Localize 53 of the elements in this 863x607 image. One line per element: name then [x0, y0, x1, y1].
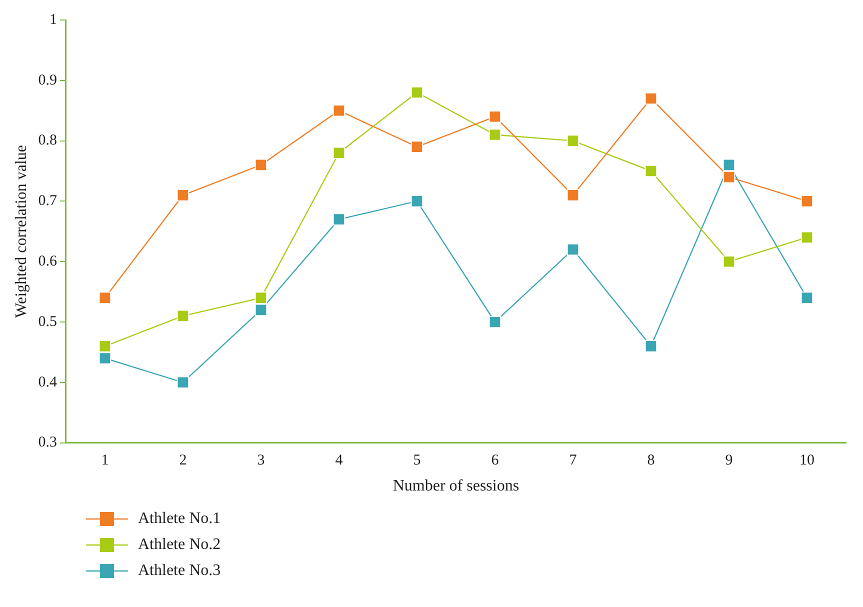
point: [722, 255, 736, 268]
point: [410, 86, 424, 99]
x-axis-title: Number of sessions: [392, 478, 520, 495]
point: [98, 352, 112, 364]
x-tick-label: 3: [257, 452, 265, 469]
y-tick-label: 0.5: [38, 314, 57, 330]
point: [332, 104, 346, 117]
point: [566, 243, 580, 256]
x-tick-label: 5: [413, 452, 421, 469]
y-tick-label: 0.4: [38, 374, 58, 390]
x-tick-label: 9: [725, 452, 733, 469]
x-tick-label: 2: [179, 452, 187, 469]
point: [176, 189, 190, 202]
point: [254, 158, 268, 172]
point: [644, 340, 658, 352]
x-tick-label: 6: [491, 452, 500, 469]
y-axis-title: Weighted correlation value: [12, 144, 30, 318]
point: [332, 213, 346, 226]
point: [644, 164, 658, 178]
point: [488, 110, 502, 123]
point: [566, 189, 580, 202]
point: [410, 195, 424, 208]
legend-label: Athlete No.3: [138, 562, 221, 580]
point: [176, 310, 190, 322]
y-tick-label: 0.7: [38, 193, 58, 210]
point: [98, 340, 112, 352]
point: [722, 158, 736, 172]
point: [176, 376, 190, 389]
point: [332, 146, 346, 160]
x-tick-label: 1: [101, 452, 109, 469]
x-tick-label: 4: [335, 452, 344, 469]
y-tick-label: 0.9: [38, 72, 57, 88]
point: [254, 292, 268, 304]
point: [488, 128, 502, 141]
point: [800, 231, 814, 244]
point: [800, 195, 814, 208]
y-tick-label: 0.3: [38, 434, 57, 451]
point: [800, 292, 814, 304]
point: [566, 134, 580, 147]
point: [488, 316, 502, 328]
x-tick-label: 7: [569, 452, 578, 469]
legend-label: Athlete No.1: [138, 510, 221, 528]
legend-label: Athlete No.2: [138, 536, 221, 554]
point: [410, 140, 424, 153]
point: [98, 292, 112, 304]
y-tick-label: 0.6: [38, 254, 58, 270]
point: [722, 170, 736, 184]
point: [254, 304, 268, 316]
x-tick-label: 8: [647, 452, 655, 469]
point: [644, 92, 658, 105]
y-tick-label: 0.8: [38, 132, 57, 149]
x-tick-label: 10: [799, 452, 814, 469]
y-tick-label: 1: [49, 12, 57, 28]
